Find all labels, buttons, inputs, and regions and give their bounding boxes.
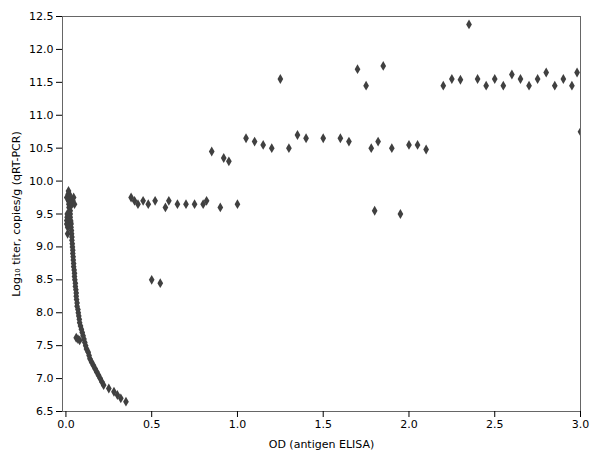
svg-text:8.5: 8.5: [36, 273, 54, 286]
svg-text:0.0: 0.0: [57, 418, 75, 431]
svg-text:9.0: 9.0: [36, 240, 54, 253]
svg-text:3.0: 3.0: [572, 418, 590, 431]
svg-text:10.0: 10.0: [29, 175, 54, 188]
svg-text:1.0: 1.0: [229, 418, 247, 431]
svg-text:OD (antigen ELISA): OD (antigen ELISA): [269, 438, 375, 451]
svg-text:7.0: 7.0: [36, 372, 54, 385]
svg-text:9.5: 9.5: [36, 208, 54, 221]
svg-text:2.5: 2.5: [486, 418, 504, 431]
svg-text:6.5: 6.5: [36, 405, 54, 418]
svg-text:8.0: 8.0: [36, 306, 54, 319]
svg-text:11.0: 11.0: [29, 109, 54, 122]
svg-text:7.5: 7.5: [36, 339, 54, 352]
svg-text:0.5: 0.5: [143, 418, 161, 431]
svg-text:2.0: 2.0: [400, 418, 418, 431]
svg-text:11.5: 11.5: [29, 76, 54, 89]
svg-text:12.0: 12.0: [29, 43, 54, 56]
svg-text:12.5: 12.5: [29, 10, 54, 23]
svg-text:10.5: 10.5: [29, 142, 54, 155]
svg-text:Log₁₀ titer, copies/g (qRT-PCR: Log₁₀ titer, copies/g (qRT-PCR): [10, 131, 23, 296]
svg-text:1.5: 1.5: [314, 418, 332, 431]
